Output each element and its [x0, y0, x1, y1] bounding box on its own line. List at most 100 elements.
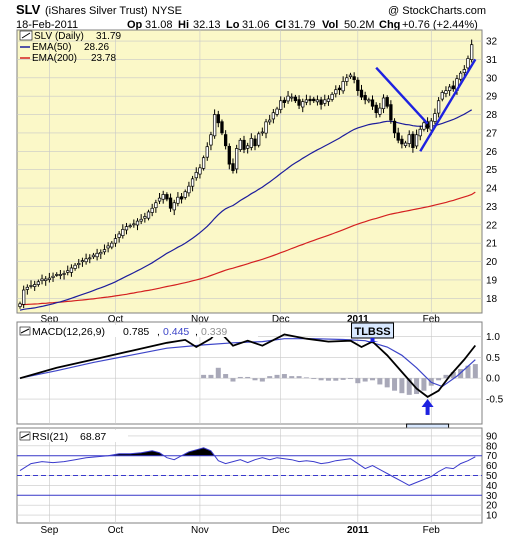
candle-body — [279, 100, 283, 110]
candle-body — [308, 98, 312, 102]
source-label: @ StockCharts.com — [388, 5, 486, 17]
price-candle — [132, 219, 136, 228]
macd-histogram-bar — [450, 371, 456, 379]
candle-body — [304, 99, 309, 103]
macd-y-tick-label: 1.0 — [486, 332, 500, 343]
macd-y-tick-label: -0.5 — [486, 395, 504, 406]
price-candle — [282, 97, 287, 108]
macd-histogram-bar — [406, 378, 412, 395]
open-value: 31.08 — [145, 19, 173, 31]
candle-body — [260, 131, 265, 134]
candle-body — [451, 85, 455, 90]
price-candle — [301, 98, 305, 113]
candle-body — [374, 104, 378, 114]
candle-body — [139, 218, 143, 222]
macd-histogram-bar — [274, 374, 280, 379]
macd-histogram-bar — [414, 378, 420, 395]
macd-legend-backdrop — [18, 325, 258, 337]
callout-arrow-shaft — [370, 338, 375, 342]
candle-body — [69, 267, 74, 273]
price-candle — [433, 108, 437, 125]
price-candle — [323, 94, 327, 107]
price-candle — [249, 133, 253, 151]
candle-body — [172, 202, 176, 211]
macd-histogram-bar — [355, 378, 361, 384]
candle-body — [275, 108, 279, 115]
price-candle — [363, 91, 367, 105]
price-candle — [128, 223, 132, 229]
price-candle — [106, 242, 110, 253]
candle-body — [429, 120, 433, 131]
price-candle — [315, 95, 320, 106]
price-candle — [77, 258, 81, 269]
candle-body — [201, 157, 206, 169]
candle-body — [238, 139, 242, 150]
candle-body — [312, 98, 316, 102]
candle-body — [334, 89, 338, 95]
price-candle — [370, 95, 375, 110]
candle-body — [117, 233, 121, 238]
bottom-x-tick-label: 2011 — [347, 525, 369, 536]
candle-body — [91, 254, 96, 258]
price-candle — [84, 253, 88, 265]
candle-body — [157, 197, 162, 202]
price-candle — [69, 264, 74, 277]
price-candle — [168, 193, 173, 212]
price-candle — [257, 131, 261, 148]
price-candle — [80, 257, 85, 267]
macd-signal-legend-sep: , — [157, 326, 160, 338]
candle-body — [414, 134, 419, 147]
price-candle — [29, 280, 33, 289]
price-x-tick-label: 2011 — [347, 314, 369, 325]
price-y-tick-label: 20 — [486, 257, 498, 268]
high-value: 32.13 — [193, 19, 221, 31]
candle-body — [161, 194, 165, 200]
candle-body — [440, 92, 444, 100]
price-candle — [367, 97, 371, 104]
candle-body — [212, 114, 217, 137]
trendline — [419, 58, 477, 152]
macd-histogram-bar — [333, 378, 339, 381]
change-label: Chg — [379, 19, 400, 31]
candle-body — [297, 99, 301, 106]
candle-body — [66, 270, 70, 273]
price-candle — [66, 265, 70, 276]
ema50-series-line — [19, 109, 473, 311]
price-candle — [201, 155, 206, 171]
price-candle — [238, 138, 242, 152]
price-candle — [279, 96, 283, 114]
macd-histogram-bar — [392, 378, 398, 391]
candle-body — [132, 223, 136, 226]
price-candle — [330, 92, 334, 102]
macd-histogram-bar — [318, 378, 324, 381]
macd-histogram-bar — [421, 378, 427, 391]
macd-hist-legend-value: 0.339 — [201, 326, 227, 338]
candle-body — [264, 121, 268, 134]
price-y-tick-label: 23 — [486, 202, 498, 213]
rsi-legend-value: 68.87 — [80, 431, 106, 443]
macd-histogram-bar — [325, 378, 331, 381]
price-candle — [18, 301, 22, 309]
candle-body — [425, 121, 430, 129]
price-y-tick-label: 32 — [486, 37, 498, 48]
candle-body — [348, 74, 353, 78]
price-candle — [33, 280, 37, 291]
candle-body — [88, 257, 92, 260]
macd-histogram-bar — [215, 367, 221, 379]
price-candle — [385, 95, 389, 109]
candle-body — [95, 252, 99, 258]
candle-body — [385, 97, 389, 107]
bottom-x-tick-label: Dec — [272, 525, 290, 536]
candle-body — [389, 104, 393, 121]
date-label: 18-Feb-2011 — [16, 19, 78, 31]
candle-body — [400, 138, 404, 145]
rsi-y-tick-label: 50 — [486, 471, 498, 482]
macd-histogram-bar — [259, 378, 265, 382]
candle-body — [33, 284, 37, 287]
price-candle — [396, 127, 400, 144]
candle-body — [319, 99, 323, 105]
price-candle — [165, 192, 169, 202]
macd-histogram-bar — [245, 376, 251, 379]
candle-body — [286, 95, 290, 102]
